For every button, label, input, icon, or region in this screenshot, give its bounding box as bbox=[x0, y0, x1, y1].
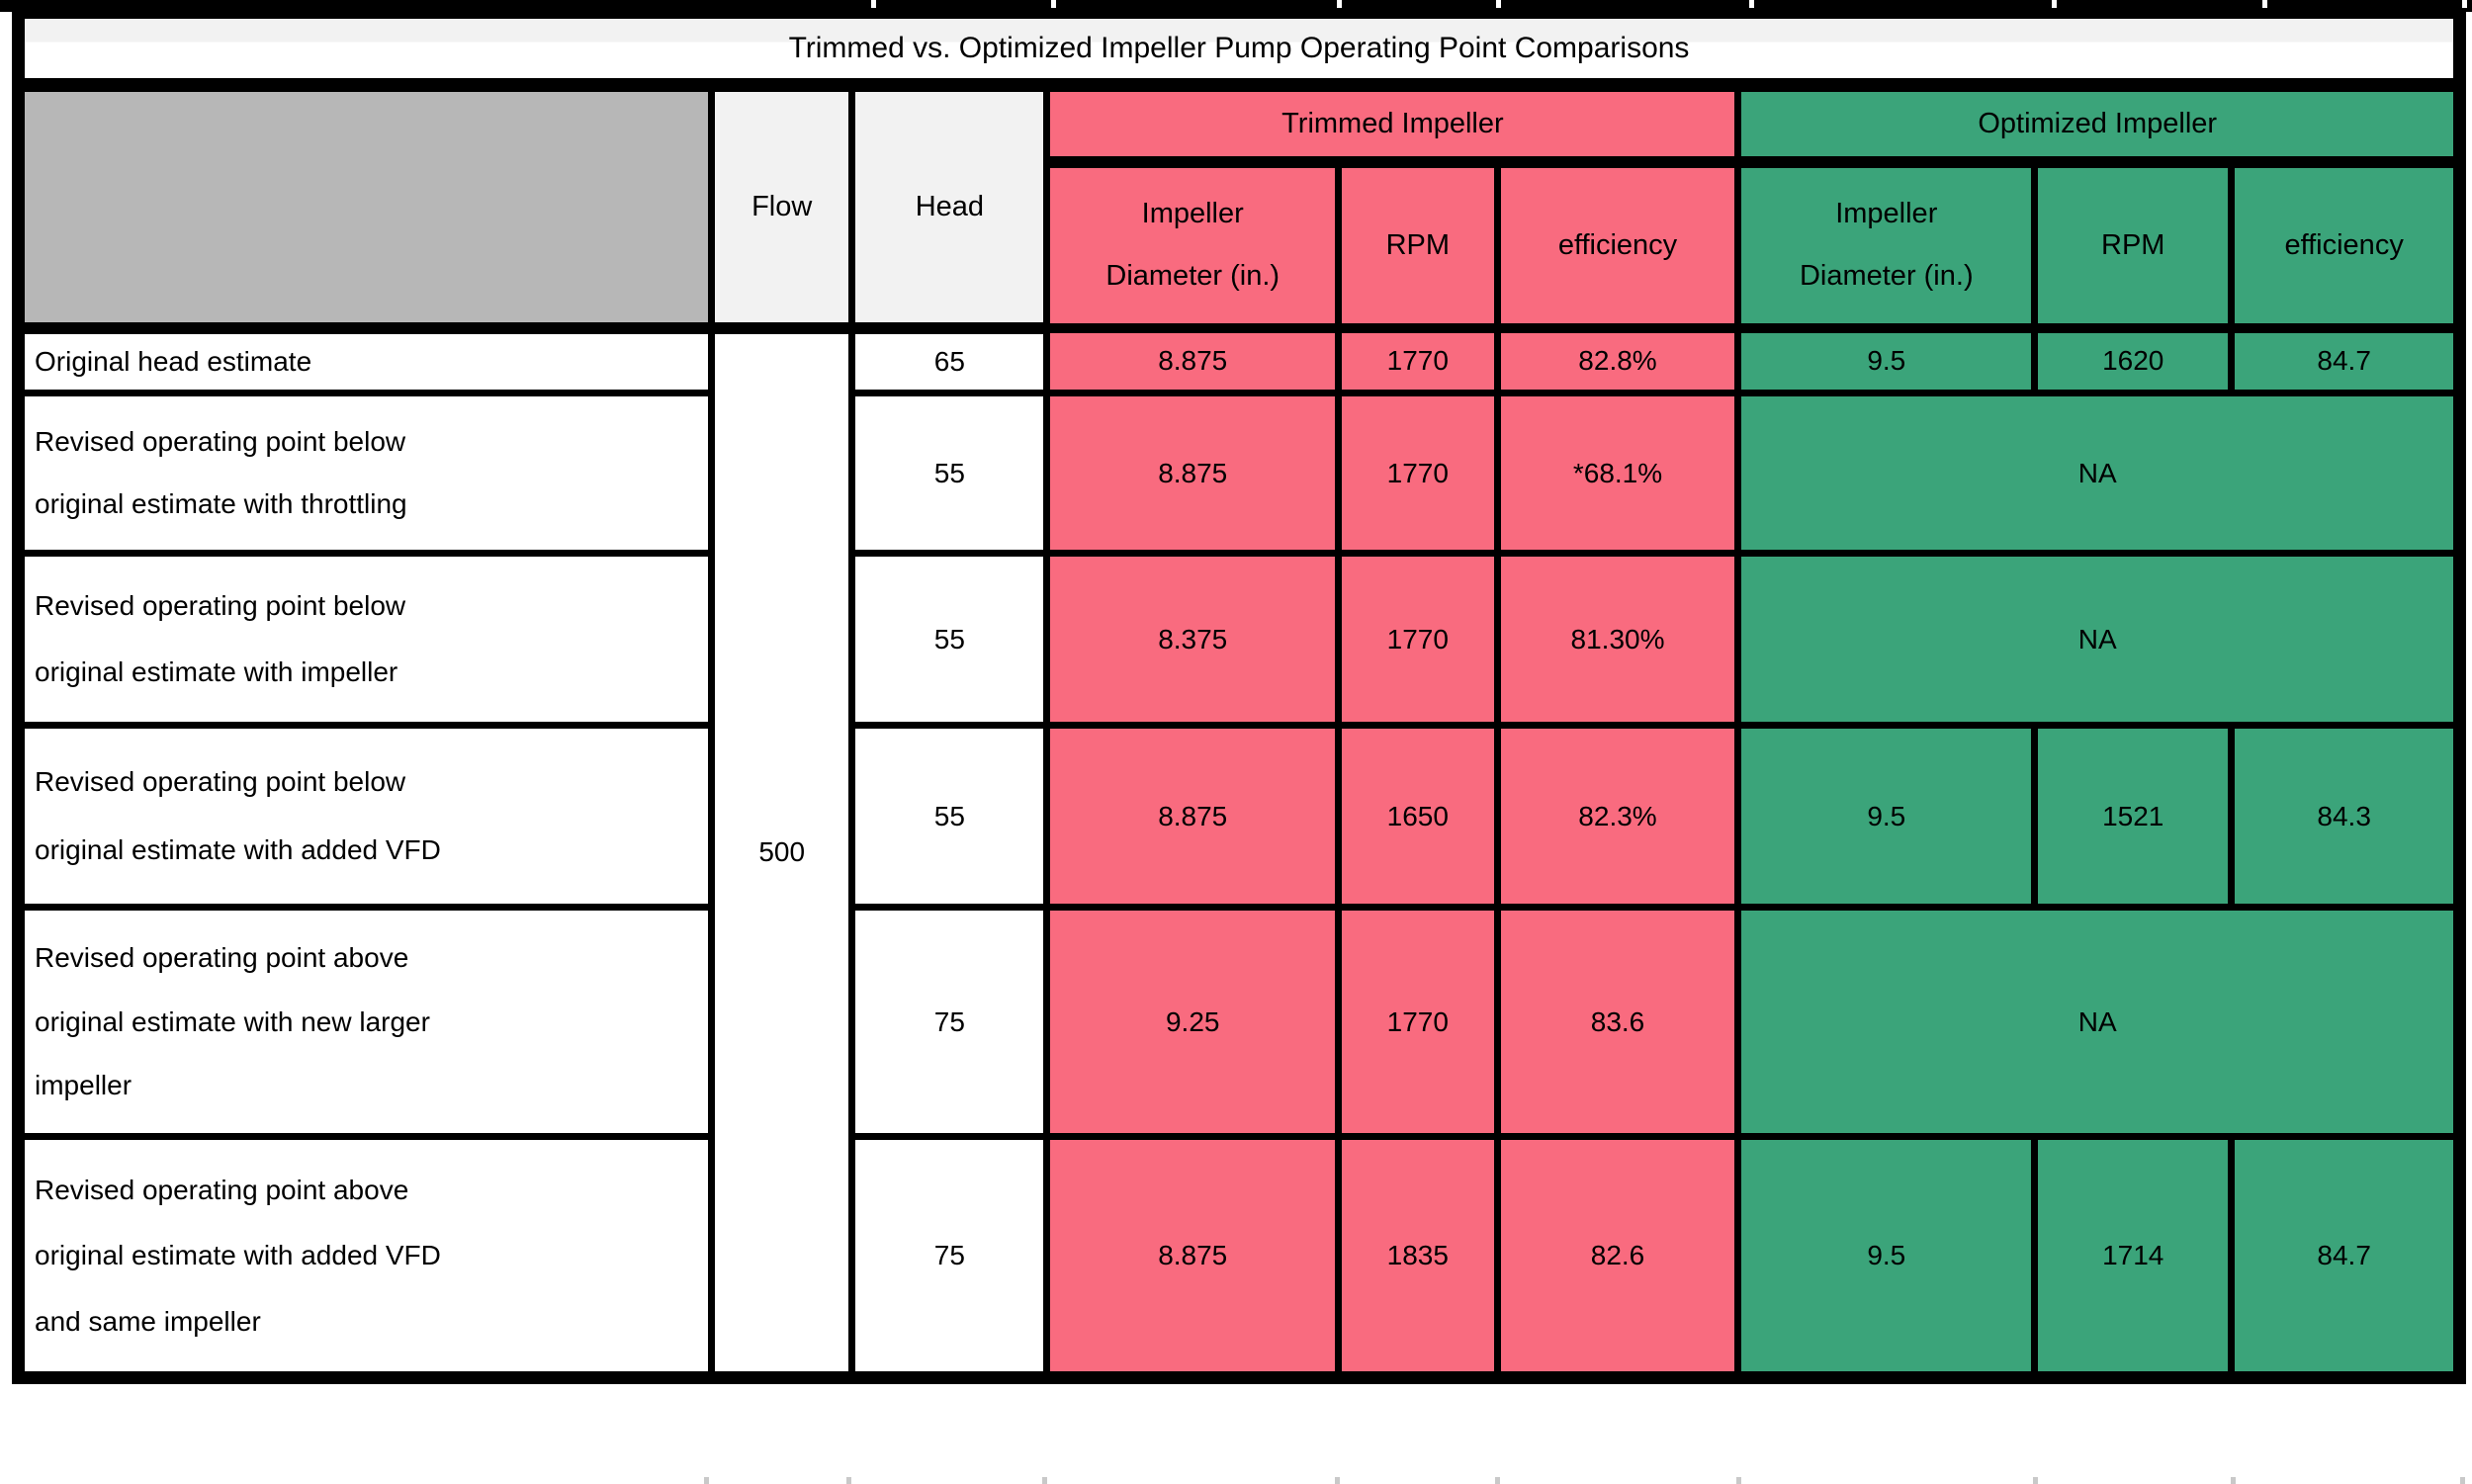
trimmed-diameter-cell: 9.25 bbox=[1043, 904, 1343, 1140]
optimized-diameter-header-line2: Diameter (in.) bbox=[1799, 260, 1974, 293]
gridline-tick bbox=[1051, 0, 1056, 8]
row-description-cell: Revised operating point below original e… bbox=[14, 390, 716, 557]
trimmed-diameter-header-line1: Impeller bbox=[1141, 197, 1244, 229]
row-description-cell: Revised operating point below original e… bbox=[14, 722, 716, 911]
description-line: original estimate with added VFD bbox=[35, 834, 441, 866]
row-description-cell: Revised operating point below original e… bbox=[14, 550, 716, 729]
trimmed-rpm-cell: 1770 bbox=[1335, 550, 1501, 729]
gridline-tick bbox=[871, 0, 876, 8]
trimmed-rpm-cell: 1835 bbox=[1335, 1133, 1501, 1381]
flow-value-cell: 500 bbox=[708, 324, 856, 1381]
optimized-rpm-header: RPM bbox=[2031, 158, 2236, 333]
optimized-diameter-cell: 9.5 bbox=[1734, 1133, 2039, 1381]
description-line: Revised operating point above bbox=[35, 942, 409, 974]
optimized-diameter-header: Impeller Diameter (in.) bbox=[1734, 158, 2039, 333]
gridline-tick bbox=[846, 1477, 851, 1484]
optimized-diameter-header-line1: Impeller bbox=[1835, 197, 1938, 229]
description-line: Original head estimate bbox=[35, 345, 312, 377]
row-description-cell: Revised operating point above original e… bbox=[14, 904, 716, 1140]
optimized-na-cell: NA bbox=[1734, 904, 2463, 1140]
gridline-tick bbox=[2262, 0, 2267, 8]
description-line: Revised operating point below bbox=[35, 765, 406, 797]
description-line: original estimate with new larger bbox=[35, 1005, 430, 1037]
head-value-cell: 75 bbox=[848, 904, 1051, 1140]
description-line: original estimate with throttling bbox=[35, 487, 407, 519]
optimized-rpm-cell: 1620 bbox=[2031, 324, 2236, 396]
description-line: original estimate with added VFD bbox=[35, 1240, 441, 1270]
row-description-cell: Revised operating point above original e… bbox=[14, 1133, 716, 1381]
trimmed-efficiency-cell: 82.6 bbox=[1493, 1133, 1742, 1381]
description-line: Revised operating point below bbox=[35, 590, 406, 622]
trimmed-impeller-group-header: Trimmed Impeller bbox=[1043, 81, 1742, 168]
gridline-tick bbox=[1495, 1477, 1500, 1484]
optimized-diameter-cell: 9.5 bbox=[1734, 324, 2039, 396]
gridline-tick bbox=[1337, 0, 1342, 8]
head-column-header: Head bbox=[848, 81, 1051, 334]
head-value-cell: 75 bbox=[848, 1133, 1051, 1381]
gridline-tick bbox=[1749, 0, 1754, 8]
optimized-efficiency-cell: 84.7 bbox=[2228, 1133, 2463, 1381]
head-value-cell: 65 bbox=[848, 324, 1051, 396]
optimized-efficiency-cell: 84.3 bbox=[2228, 722, 2463, 911]
trimmed-rpm-cell: 1650 bbox=[1335, 722, 1501, 911]
trimmed-diameter-header: Impeller Diameter (in.) bbox=[1043, 158, 1343, 333]
table-title: Trimmed vs. Optimized Impeller Pump Oper… bbox=[15, 12, 2463, 92]
trimmed-efficiency-cell: 83.6 bbox=[1493, 904, 1742, 1140]
gridline-tick bbox=[2052, 0, 2057, 8]
bottom-gridline-strip bbox=[0, 1477, 2472, 1484]
gridline-tick bbox=[1736, 1477, 1741, 1484]
trimmed-efficiency-cell: 81.30% bbox=[1493, 550, 1742, 729]
optimized-efficiency-cell: 84.7 bbox=[2228, 324, 2463, 396]
optimized-na-cell: NA bbox=[1734, 550, 2463, 729]
description-line: and same impeller bbox=[35, 1305, 261, 1337]
description-line: Revised operating point above bbox=[35, 1174, 409, 1205]
trimmed-efficiency-cell: *68.1% bbox=[1493, 390, 1742, 557]
gridline-tick bbox=[1496, 0, 1501, 8]
description-line: impeller bbox=[35, 1069, 132, 1100]
gridline-tick bbox=[704, 1477, 709, 1484]
trimmed-diameter-cell: 8.875 bbox=[1043, 1133, 1343, 1381]
trimmed-diameter-cell: 8.875 bbox=[1043, 324, 1343, 396]
top-gridline-bar bbox=[0, 0, 2472, 12]
trimmed-diameter-header-line2: Diameter (in.) bbox=[1105, 260, 1280, 293]
optimized-impeller-group-header: Optimized Impeller bbox=[1734, 81, 2463, 168]
trimmed-rpm-cell: 1770 bbox=[1335, 390, 1501, 557]
trimmed-efficiency-cell: 82.3% bbox=[1493, 722, 1742, 911]
gridline-tick bbox=[1042, 1477, 1047, 1484]
gridline-tick bbox=[2460, 1477, 2465, 1484]
description-line: original estimate with impeller bbox=[35, 655, 398, 687]
optimized-rpm-cell: 1521 bbox=[2031, 722, 2236, 911]
head-value-cell: 55 bbox=[848, 722, 1051, 911]
corner-header-cell bbox=[14, 81, 716, 334]
description-line: Revised operating point below bbox=[35, 426, 406, 458]
trimmed-diameter-cell: 8.875 bbox=[1043, 390, 1343, 557]
optimized-rpm-cell: 1714 bbox=[2031, 1133, 2236, 1381]
trimmed-rpm-cell: 1770 bbox=[1335, 904, 1501, 1140]
trimmed-rpm-header: RPM bbox=[1335, 158, 1501, 333]
gridline-tick bbox=[1335, 1477, 1340, 1484]
trimmed-efficiency-header: efficiency bbox=[1493, 158, 1742, 333]
optimized-na-cell: NA bbox=[1734, 390, 2463, 557]
trimmed-diameter-cell: 8.875 bbox=[1043, 722, 1343, 911]
gridline-tick bbox=[2462, 0, 2467, 8]
gridline-tick bbox=[2231, 1477, 2236, 1484]
head-value-cell: 55 bbox=[848, 390, 1051, 557]
gridline-tick bbox=[2033, 1477, 2038, 1484]
trimmed-rpm-cell: 1770 bbox=[1335, 324, 1501, 396]
pump-comparison-table: Trimmed vs. Optimized Impeller Pump Oper… bbox=[12, 12, 2466, 1384]
row-description-cell: Original head estimate bbox=[14, 324, 716, 396]
flow-column-header: Flow bbox=[708, 81, 856, 334]
optimized-efficiency-header: efficiency bbox=[2228, 158, 2463, 333]
trimmed-diameter-cell: 8.375 bbox=[1043, 550, 1343, 729]
head-value-cell: 55 bbox=[848, 550, 1051, 729]
trimmed-efficiency-cell: 82.8% bbox=[1493, 324, 1742, 396]
optimized-diameter-cell: 9.5 bbox=[1734, 722, 2039, 911]
